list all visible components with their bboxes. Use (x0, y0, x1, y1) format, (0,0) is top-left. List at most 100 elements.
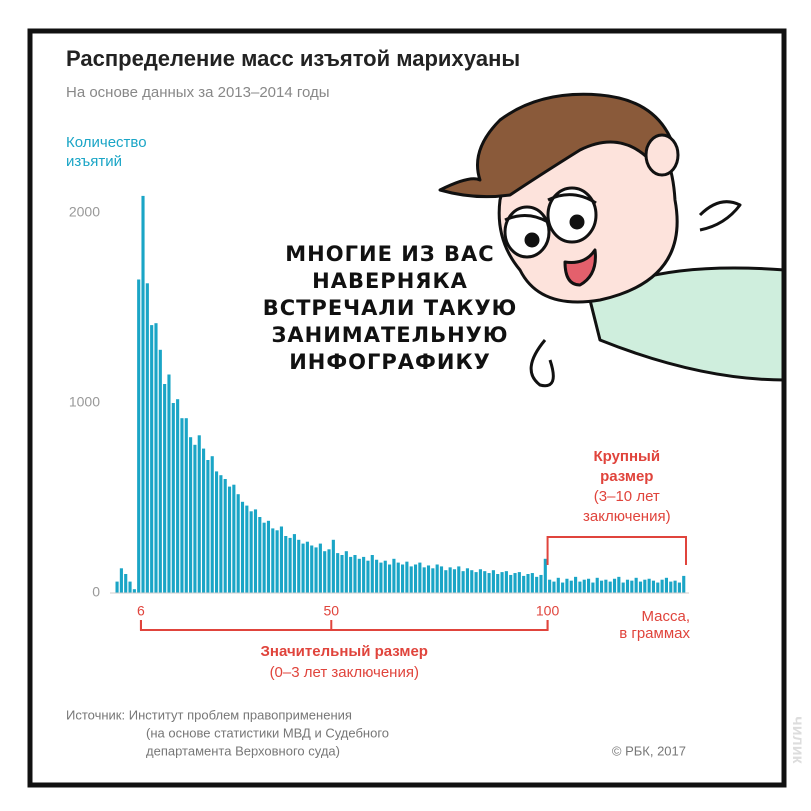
bar (643, 579, 647, 593)
bar (452, 569, 457, 593)
bar (145, 283, 149, 593)
bar (565, 578, 569, 593)
pupil (524, 232, 540, 248)
hand (529, 339, 555, 388)
bar (292, 534, 296, 593)
bar (141, 195, 145, 593)
bar (677, 582, 681, 593)
character (438, 92, 787, 388)
bar (556, 577, 560, 593)
bar (245, 505, 249, 593)
bar (388, 564, 392, 593)
bar (128, 581, 132, 593)
bar (336, 553, 340, 593)
bar (599, 580, 604, 593)
bar (413, 564, 418, 593)
bar (288, 537, 292, 593)
bar (638, 581, 643, 593)
bar (236, 494, 240, 593)
bar (154, 323, 158, 593)
annotation: (3–10 лет (594, 488, 660, 505)
bar (115, 581, 119, 593)
bar (478, 569, 482, 593)
bar (176, 399, 180, 593)
bar (630, 580, 634, 593)
bar (314, 547, 318, 593)
bar (595, 577, 599, 593)
bar (305, 541, 309, 593)
bar (530, 573, 534, 593)
bar (184, 418, 188, 593)
bar (275, 530, 279, 593)
bar (210, 456, 214, 593)
bar (331, 539, 335, 593)
bar (271, 528, 275, 593)
bar (405, 561, 409, 593)
bar (561, 582, 565, 593)
bar (197, 435, 201, 593)
bar (124, 574, 128, 593)
source: Источник: Институт проблем правоприменен… (66, 707, 352, 722)
source: департамента Верховного суда) (146, 743, 340, 758)
bar (543, 558, 547, 593)
bar (634, 577, 638, 593)
source: (на основе статистики МВД и Судебного (146, 725, 389, 740)
bar (370, 555, 374, 593)
bar (504, 571, 508, 593)
bar (219, 475, 223, 593)
bar (578, 581, 582, 593)
plot: 0 1000 2000 6 50 100 Значительный размер (0–3 л… (69, 195, 689, 681)
hair (438, 92, 677, 199)
bar (457, 566, 461, 593)
speech-text: НАВЕРНЯКА (312, 269, 468, 293)
annotation: (0–3 лет заключения) (270, 664, 419, 681)
ear (644, 133, 680, 177)
bar (669, 581, 673, 593)
bar (340, 555, 344, 593)
bar (137, 279, 141, 593)
bar (327, 549, 331, 593)
bar (344, 551, 348, 593)
bar (682, 575, 686, 593)
y-axis-label: Количество (66, 134, 147, 151)
x-axis-label: в граммах (619, 625, 690, 642)
speech-text: ВСТРЕЧАЛИ ТАКУЮ (263, 296, 518, 320)
bar (163, 384, 167, 593)
bar (496, 574, 500, 593)
bar (517, 572, 521, 593)
bar (418, 562, 422, 593)
bar (660, 579, 664, 593)
bar (604, 579, 608, 593)
bar (249, 511, 253, 593)
bar (513, 573, 517, 593)
bar (171, 403, 175, 593)
bar (353, 555, 357, 593)
annotation: Значительный размер (261, 643, 428, 660)
bar (647, 578, 651, 593)
bar (323, 551, 327, 593)
bar (608, 581, 612, 593)
bar (232, 484, 236, 593)
bar (582, 579, 586, 593)
speech-text: ЗАНИМАТЕЛЬНУЮ (271, 323, 508, 347)
bar (379, 562, 383, 593)
y-tick-label: 1000 (69, 394, 100, 410)
bar (651, 580, 656, 593)
pupil (569, 214, 585, 230)
bar (448, 567, 452, 593)
bar (500, 572, 504, 593)
bar (491, 570, 495, 593)
bar (375, 559, 379, 593)
bar (258, 517, 262, 593)
bar (539, 574, 543, 593)
bar (487, 573, 491, 593)
bar (362, 556, 366, 593)
bar (279, 526, 284, 593)
bar (349, 556, 353, 593)
watermark: чилик (789, 716, 806, 764)
bar (392, 558, 396, 593)
bar (664, 577, 668, 593)
bar (587, 578, 591, 593)
